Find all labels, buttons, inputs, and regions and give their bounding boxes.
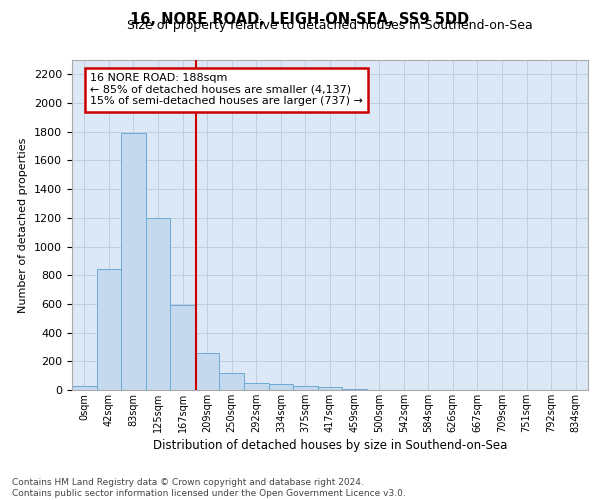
Bar (269, 384, 293, 390)
Bar (244, 384, 269, 390)
Text: 16, NORE ROAD, LEIGH-ON-SEA, SS9 5DD: 16, NORE ROAD, LEIGH-ON-SEA, SS9 5DD (130, 12, 470, 28)
Title: Size of property relative to detached houses in Southend-on-Sea: Size of property relative to detached ho… (127, 20, 533, 32)
Bar (170, 306, 195, 390)
Bar (195, 354, 220, 390)
Text: Contains HM Land Registry data © Crown copyright and database right 2024.
Contai: Contains HM Land Registry data © Crown c… (12, 478, 406, 498)
Bar (220, 373, 244, 390)
Bar (318, 387, 342, 390)
Bar (72, 386, 97, 390)
Bar (121, 133, 146, 390)
Bar (342, 388, 367, 390)
Y-axis label: Number of detached properties: Number of detached properties (19, 138, 28, 312)
Text: 16 NORE ROAD: 188sqm
← 85% of detached houses are smaller (4,137)
15% of semi-de: 16 NORE ROAD: 188sqm ← 85% of detached h… (90, 73, 363, 106)
Bar (146, 218, 170, 390)
Bar (293, 386, 318, 390)
X-axis label: Distribution of detached houses by size in Southend-on-Sea: Distribution of detached houses by size … (153, 439, 507, 452)
Bar (97, 270, 121, 390)
